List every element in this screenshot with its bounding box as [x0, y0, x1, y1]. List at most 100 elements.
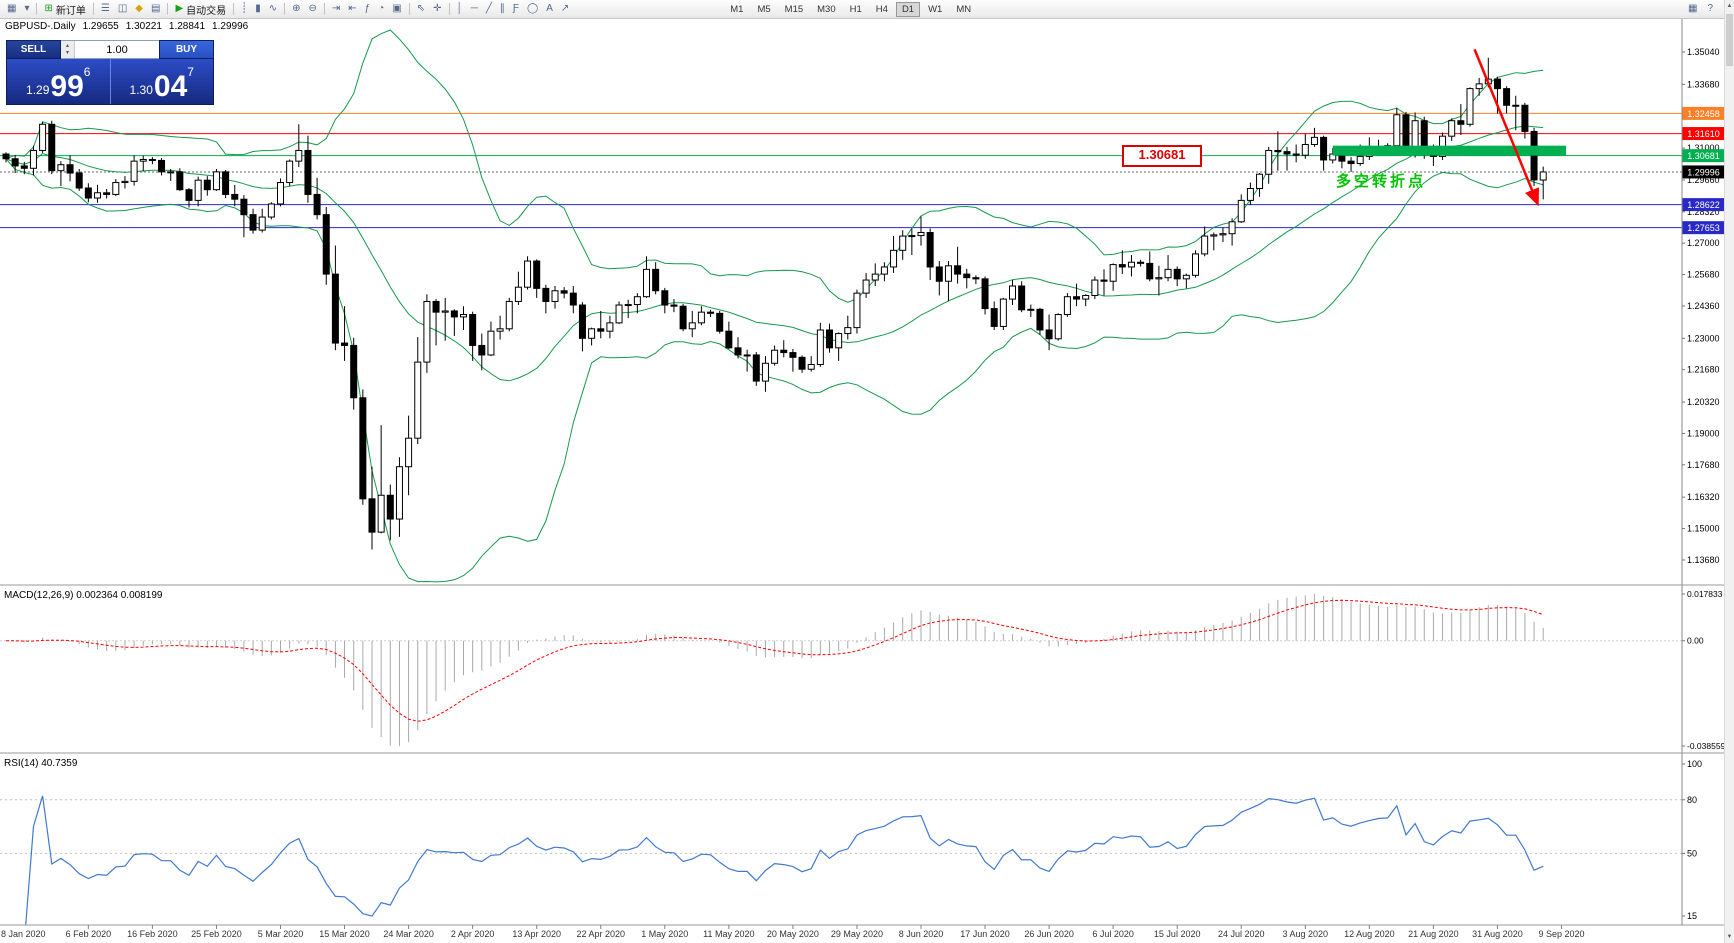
- data-window-icon[interactable]: ◫: [114, 0, 131, 18]
- chart-windows-icon: ▦: [1687, 3, 1698, 14]
- trendline-icon[interactable]: ╱: [482, 0, 496, 18]
- rsi-title: RSI(14) 40.7359: [4, 758, 78, 769]
- fibonacci-icon[interactable]: Ƒ: [509, 0, 523, 18]
- svg-text:17 Jun 2020: 17 Jun 2020: [960, 929, 1010, 939]
- toolbar-separator: [36, 3, 38, 15]
- open-value: 1.29655: [82, 21, 119, 32]
- svg-text:80: 80: [1687, 795, 1697, 805]
- line-chart-icon[interactable]: ∿: [265, 0, 281, 18]
- scroll-up-icon[interactable]: ▲: [1726, 3, 1733, 9]
- svg-text:13 Apr 2020: 13 Apr 2020: [512, 929, 561, 939]
- timeframe-h4[interactable]: H4: [875, 3, 888, 15]
- volume-input[interactable]: [75, 41, 159, 58]
- svg-text:29 May 2020: 29 May 2020: [831, 929, 883, 939]
- ohlc-info-line: GBPUSD-.Daily 1.29655 1.30221 1.28841 1.…: [5, 21, 248, 32]
- volume-stepper[interactable]: ▴ ▾: [61, 41, 75, 58]
- crosshair-icon[interactable]: ✛: [429, 0, 445, 18]
- scrollbar-thumb[interactable]: [1726, 14, 1733, 66]
- buy-price[interactable]: 1.30 04 7: [129, 65, 194, 103]
- auto-scroll-icon: ⇥: [331, 3, 341, 14]
- navigator-icon: ◆: [135, 3, 143, 14]
- stepper-down-icon[interactable]: ▾: [65, 49, 69, 56]
- svg-text:15 Jul 2020: 15 Jul 2020: [1154, 929, 1201, 939]
- indicators-icon[interactable]: ƒ: [361, 0, 375, 18]
- periods-icon[interactable]: ◔: [374, 0, 388, 18]
- timeframe-m5[interactable]: M5: [757, 3, 771, 15]
- timeframe-m30[interactable]: M30: [817, 3, 836, 15]
- macd-pane: [0, 594, 1682, 746]
- candlesticks-icon[interactable]: ▮: [251, 0, 265, 18]
- trendline-icon: ╱: [485, 3, 492, 14]
- market-watch-icon: ☰: [100, 3, 110, 14]
- ohlc-bars-icon[interactable]: ┊: [237, 0, 251, 18]
- turning-point-note[interactable]: 多空转折点: [1336, 173, 1427, 190]
- timeframe-m1[interactable]: M1: [730, 3, 744, 15]
- ohlc-bars-icon: ┊: [241, 3, 248, 14]
- terminal-icon[interactable]: ▤: [147, 0, 164, 18]
- sell-price[interactable]: 1.29 99 6: [26, 65, 91, 103]
- templates-icon[interactable]: ▣: [388, 0, 405, 18]
- turning-point-zone[interactable]: [1332, 145, 1567, 156]
- svg-text:0.00: 0.00: [1687, 636, 1704, 646]
- auto-scroll-icon[interactable]: ⇥: [328, 0, 344, 18]
- svg-text:1.19000: 1.19000: [1687, 428, 1720, 438]
- svg-text:25 Feb 2020: 25 Feb 2020: [191, 929, 242, 939]
- svg-text:22 Apr 2020: 22 Apr 2020: [576, 929, 625, 939]
- svg-text:24 Mar 2020: 24 Mar 2020: [383, 929, 434, 939]
- zoom-out-icon[interactable]: ⊖: [304, 0, 320, 18]
- market-watch-icon[interactable]: ☰: [97, 0, 114, 18]
- cursor-icon[interactable]: ⇖: [413, 0, 429, 18]
- text-icon[interactable]: A: [542, 0, 557, 18]
- channel-icon[interactable]: ∥: [496, 0, 509, 18]
- chart-profiles-icon[interactable]: ▾: [20, 0, 33, 18]
- chart-shift-icon[interactable]: ⇤: [344, 0, 360, 18]
- timeframe-h1[interactable]: H1: [849, 3, 862, 15]
- vertical-line-icon[interactable]: │: [453, 0, 467, 18]
- horizontal-line-icon[interactable]: ─: [467, 0, 482, 18]
- indicators-icon: ƒ: [364, 3, 371, 14]
- stepper-up-icon[interactable]: ▴: [65, 42, 69, 49]
- high-value: 1.30221: [125, 21, 162, 32]
- svg-text:3 Aug 2020: 3 Aug 2020: [1283, 929, 1329, 939]
- vertical-scrollbar[interactable]: ▲ ▼: [1724, 0, 1734, 943]
- new-chart-icon[interactable]: ▦: [3, 0, 20, 18]
- svg-text:31 Aug 2020: 31 Aug 2020: [1472, 929, 1523, 939]
- price-annotation-box[interactable]: 1.30681: [1122, 145, 1202, 167]
- toolbar-separator: [92, 3, 94, 15]
- autotrading-button[interactable]: ▶ 自动交易: [171, 0, 230, 18]
- svg-text:9 Sep 2020: 9 Sep 2020: [1538, 929, 1584, 939]
- scroll-down-icon[interactable]: ▼: [1726, 934, 1733, 940]
- new-order-button: ⊞: [44, 3, 53, 14]
- chart-windows-icon[interactable]: ▦: [1684, 0, 1701, 18]
- svg-text:16 Feb 2020: 16 Feb 2020: [127, 929, 178, 939]
- svg-text:24 Jul 2020: 24 Jul 2020: [1218, 929, 1265, 939]
- fibonacci-icon: Ƒ: [512, 3, 519, 14]
- timeframe-d1[interactable]: D1: [895, 1, 921, 17]
- timeframe-mn[interactable]: MN: [956, 3, 972, 15]
- svg-text:1.27000: 1.27000: [1687, 238, 1720, 248]
- svg-text:1.28320: 1.28320: [1687, 207, 1720, 217]
- text-icon: A: [546, 3, 553, 14]
- svg-text:1.25680: 1.25680: [1687, 270, 1720, 280]
- svg-text:1 May 2020: 1 May 2020: [641, 929, 688, 939]
- buy-button[interactable]: BUY: [159, 40, 214, 59]
- svg-text:1.31000: 1.31000: [1687, 143, 1720, 153]
- arrows-icon[interactable]: ↗: [557, 0, 573, 18]
- shapes-icon[interactable]: ◯: [523, 0, 542, 18]
- trend-arrow[interactable]: [1473, 48, 1539, 207]
- navigator-icon[interactable]: ◆: [131, 0, 147, 18]
- new-order-button-label: 新订单: [55, 5, 86, 17]
- sell-button[interactable]: SELL: [6, 40, 61, 59]
- close-value: 1.29996: [212, 21, 249, 32]
- new-order-button[interactable]: ⊞ 新订单: [40, 0, 89, 18]
- timeframe-w1[interactable]: W1: [928, 3, 943, 15]
- help-icon[interactable]: ?: [1703, 0, 1717, 18]
- timeframe-m15[interactable]: M15: [784, 3, 804, 15]
- zoom-in-icon[interactable]: ⊕: [288, 0, 304, 18]
- main-toolbar: ▦ ▾ ⊞ 新订单 ☰ ◫ ◆ ▤ ▶ 自动交易 ┊ ▮ ∿ ⊕ ⊖ ⇥ ⇤ ƒ ◔ ▣ ⇖ ✛ │ ─ ╱ ∥ Ƒ ◯ A ↗ M1 M5 M…: [0, 0, 1734, 19]
- svg-text:26 Jun 2020: 26 Jun 2020: [1024, 929, 1074, 939]
- svg-text:12 Aug 2020: 12 Aug 2020: [1344, 929, 1395, 939]
- data-window-icon: ◫: [117, 3, 128, 14]
